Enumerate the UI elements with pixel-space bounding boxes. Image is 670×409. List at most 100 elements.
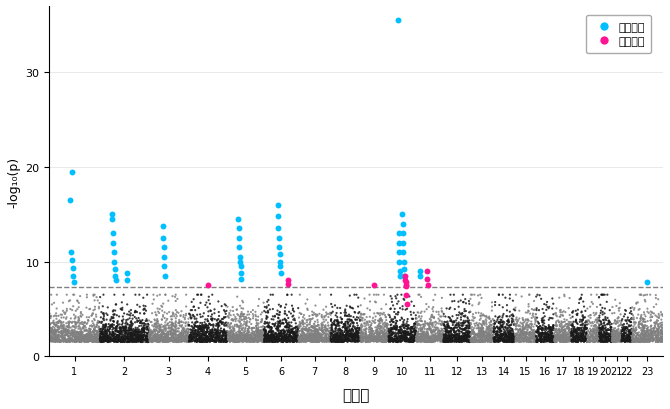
Point <box>457 326 468 332</box>
Point <box>206 329 216 336</box>
Point <box>89 317 100 324</box>
Point <box>53 337 64 344</box>
Point <box>571 331 582 337</box>
Point <box>107 336 117 343</box>
Point <box>478 325 488 331</box>
Point <box>533 324 544 330</box>
Point <box>130 325 141 331</box>
Point <box>546 330 557 337</box>
Point <box>484 319 494 326</box>
Point <box>163 339 174 345</box>
Point <box>269 333 280 340</box>
Point <box>74 331 85 337</box>
Point <box>313 336 324 342</box>
Point <box>413 326 424 333</box>
Point <box>523 322 533 328</box>
Point <box>137 339 148 345</box>
Point <box>451 322 462 328</box>
Point <box>510 333 521 339</box>
Point <box>307 333 318 339</box>
Point <box>121 336 131 342</box>
Point <box>272 323 283 330</box>
Point <box>470 333 480 339</box>
Point <box>280 331 291 338</box>
Point <box>104 337 115 344</box>
Point <box>234 329 245 335</box>
Point <box>507 337 517 343</box>
Point <box>568 328 579 335</box>
Point <box>403 328 413 335</box>
Point <box>102 335 113 342</box>
Point <box>279 333 290 339</box>
Point <box>564 338 575 344</box>
Point <box>635 337 646 344</box>
Point <box>539 330 550 337</box>
Point <box>370 335 381 341</box>
Point <box>415 334 426 341</box>
Point <box>337 335 348 342</box>
Point <box>274 337 285 344</box>
Point <box>212 321 222 328</box>
Point <box>622 335 632 341</box>
Point <box>328 336 339 343</box>
Point <box>635 331 646 337</box>
Point <box>241 315 252 322</box>
Point <box>168 311 178 318</box>
Point <box>626 315 637 321</box>
Point <box>234 258 245 265</box>
Point <box>208 332 219 339</box>
Point <box>591 336 602 342</box>
Point <box>254 336 265 343</box>
Point <box>159 335 170 341</box>
Point <box>135 320 145 326</box>
Point <box>289 330 299 337</box>
Point <box>255 311 266 318</box>
Point <box>215 319 226 326</box>
Point <box>334 325 345 332</box>
Point <box>107 333 118 339</box>
Point <box>273 235 284 242</box>
Point <box>207 337 218 344</box>
Point <box>243 333 253 339</box>
Point <box>237 337 247 344</box>
Point <box>108 334 119 340</box>
Point <box>474 337 485 344</box>
Point <box>65 197 76 204</box>
Point <box>498 335 509 342</box>
Point <box>151 337 161 343</box>
Point <box>532 327 543 333</box>
Point <box>249 337 259 344</box>
Point <box>274 337 285 343</box>
Point <box>489 336 500 343</box>
Point <box>586 292 596 298</box>
Point <box>405 336 416 343</box>
Point <box>616 317 627 324</box>
Point <box>117 299 127 306</box>
Point <box>483 336 494 343</box>
Point <box>452 330 463 337</box>
Point <box>653 323 663 330</box>
Point <box>393 338 403 345</box>
Point <box>656 328 667 335</box>
Point <box>134 323 145 330</box>
Point <box>448 333 459 339</box>
Point <box>488 331 499 337</box>
Point <box>154 327 165 334</box>
Point <box>655 332 665 339</box>
Point <box>620 337 631 344</box>
Point <box>390 337 401 343</box>
Point <box>356 334 367 341</box>
Point <box>513 335 524 341</box>
Point <box>70 338 80 344</box>
Point <box>551 312 561 319</box>
Point <box>545 326 555 332</box>
Point <box>401 334 412 341</box>
Point <box>96 330 107 336</box>
Point <box>247 336 257 343</box>
Point <box>61 332 72 338</box>
Point <box>379 335 390 342</box>
Point <box>426 334 437 340</box>
Point <box>470 337 480 344</box>
Point <box>161 334 172 341</box>
Point <box>98 337 109 343</box>
